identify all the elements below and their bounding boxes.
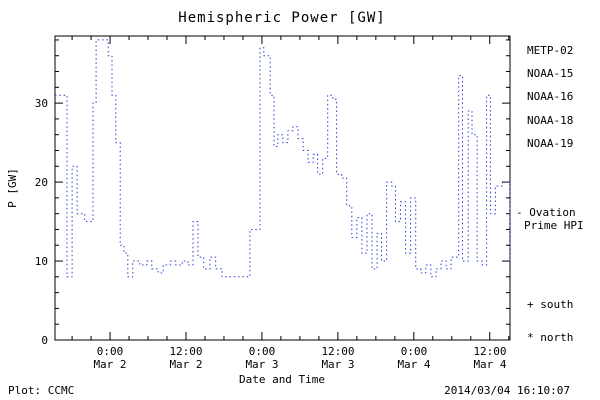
marker-north-label: * north: [527, 331, 573, 344]
x-tick-time-0: 0:00: [97, 345, 124, 358]
x-axis-label: Date and Time: [239, 373, 325, 386]
y-tick-30: 30: [35, 97, 48, 110]
y-tick-0: 0: [41, 334, 48, 347]
x-tick-time-1: 12:00: [169, 345, 202, 358]
plot-border: [54, 35, 511, 341]
chart-title: Hemispheric Power [GW]: [178, 10, 385, 26]
legend-item-noaa15: NOAA-15: [527, 67, 573, 80]
plot-source-label: Plot: CCMC: [8, 384, 74, 397]
y-tick-20: 20: [35, 176, 48, 189]
legend-item-noaa16: NOAA-16: [527, 90, 573, 103]
x-tick-time-5: 12:00: [473, 345, 506, 358]
marker-south-label: + south: [527, 298, 573, 311]
x-tick-time-2: 0:00: [249, 345, 276, 358]
x-tick-time-3: 12:00: [321, 345, 354, 358]
axis-ticks: [55, 36, 510, 341]
ovation-note-line2: Prime HPI: [524, 219, 584, 232]
plot-timestamp: 2014/03/04 16:10:07: [444, 384, 570, 397]
ovation-note-line1: - Ovation: [516, 206, 576, 219]
legend-item-noaa18: NOAA-18: [527, 114, 573, 127]
x-tick-date-1: Mar 2: [169, 358, 202, 371]
x-tick-date-3: Mar 3: [321, 358, 354, 371]
y-axis-label: P [GW]: [6, 168, 19, 208]
x-tick-date-2: Mar 3: [245, 358, 278, 371]
x-tick-date-4: Mar 4: [397, 358, 430, 371]
legend-item-metp02: METP-02: [527, 44, 573, 57]
x-tick-time-4: 0:00: [401, 345, 428, 358]
x-tick-date-0: Mar 2: [93, 358, 126, 371]
y-tick-10: 10: [35, 255, 48, 268]
hpi-series-line: [55, 39, 511, 278]
x-tick-date-5: Mar 4: [473, 358, 506, 371]
legend-item-noaa19: NOAA-19: [527, 137, 573, 150]
